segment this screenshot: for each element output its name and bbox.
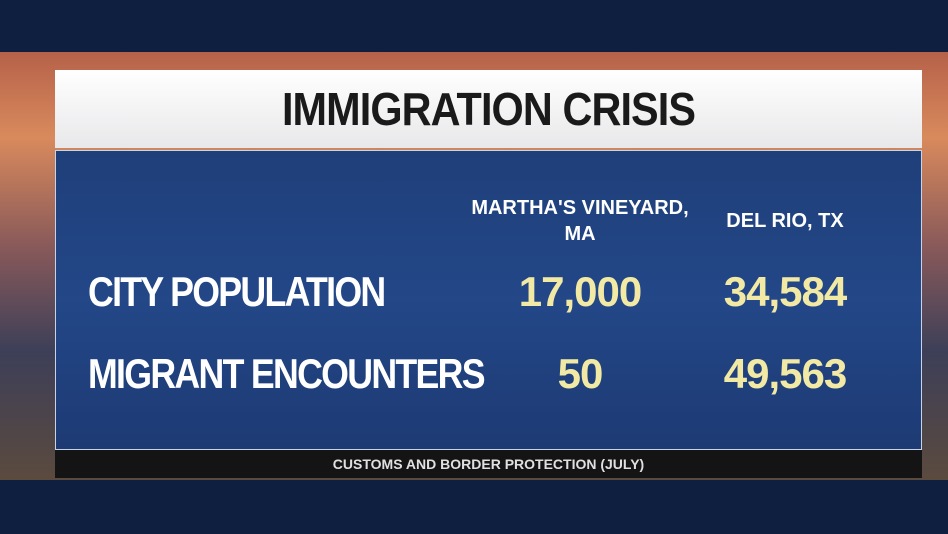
cell-value: 50 bbox=[557, 350, 604, 397]
source: CUSTOMS AND BORDER PROTECTION (JULY) bbox=[332, 456, 645, 472]
cell-value: 34,584 bbox=[723, 268, 847, 315]
title: IMMIGRATION CRISIS bbox=[281, 83, 696, 135]
cell-value: 17,000 bbox=[518, 268, 642, 315]
title-bar: IMMIGRATION CRISIS bbox=[55, 70, 922, 148]
row-label: CITY POPULATION bbox=[88, 268, 386, 315]
column-header: MARTHA'S VINEYARD, MA bbox=[471, 197, 689, 245]
table-panel bbox=[55, 150, 922, 450]
column-header: DEL RIO, TX bbox=[726, 210, 844, 232]
source-bar: CUSTOMS AND BORDER PROTECTION (JULY) bbox=[55, 450, 922, 478]
cell-value: 49,563 bbox=[723, 350, 847, 397]
row-label: MIGRANT ENCOUNTERS bbox=[88, 350, 486, 397]
